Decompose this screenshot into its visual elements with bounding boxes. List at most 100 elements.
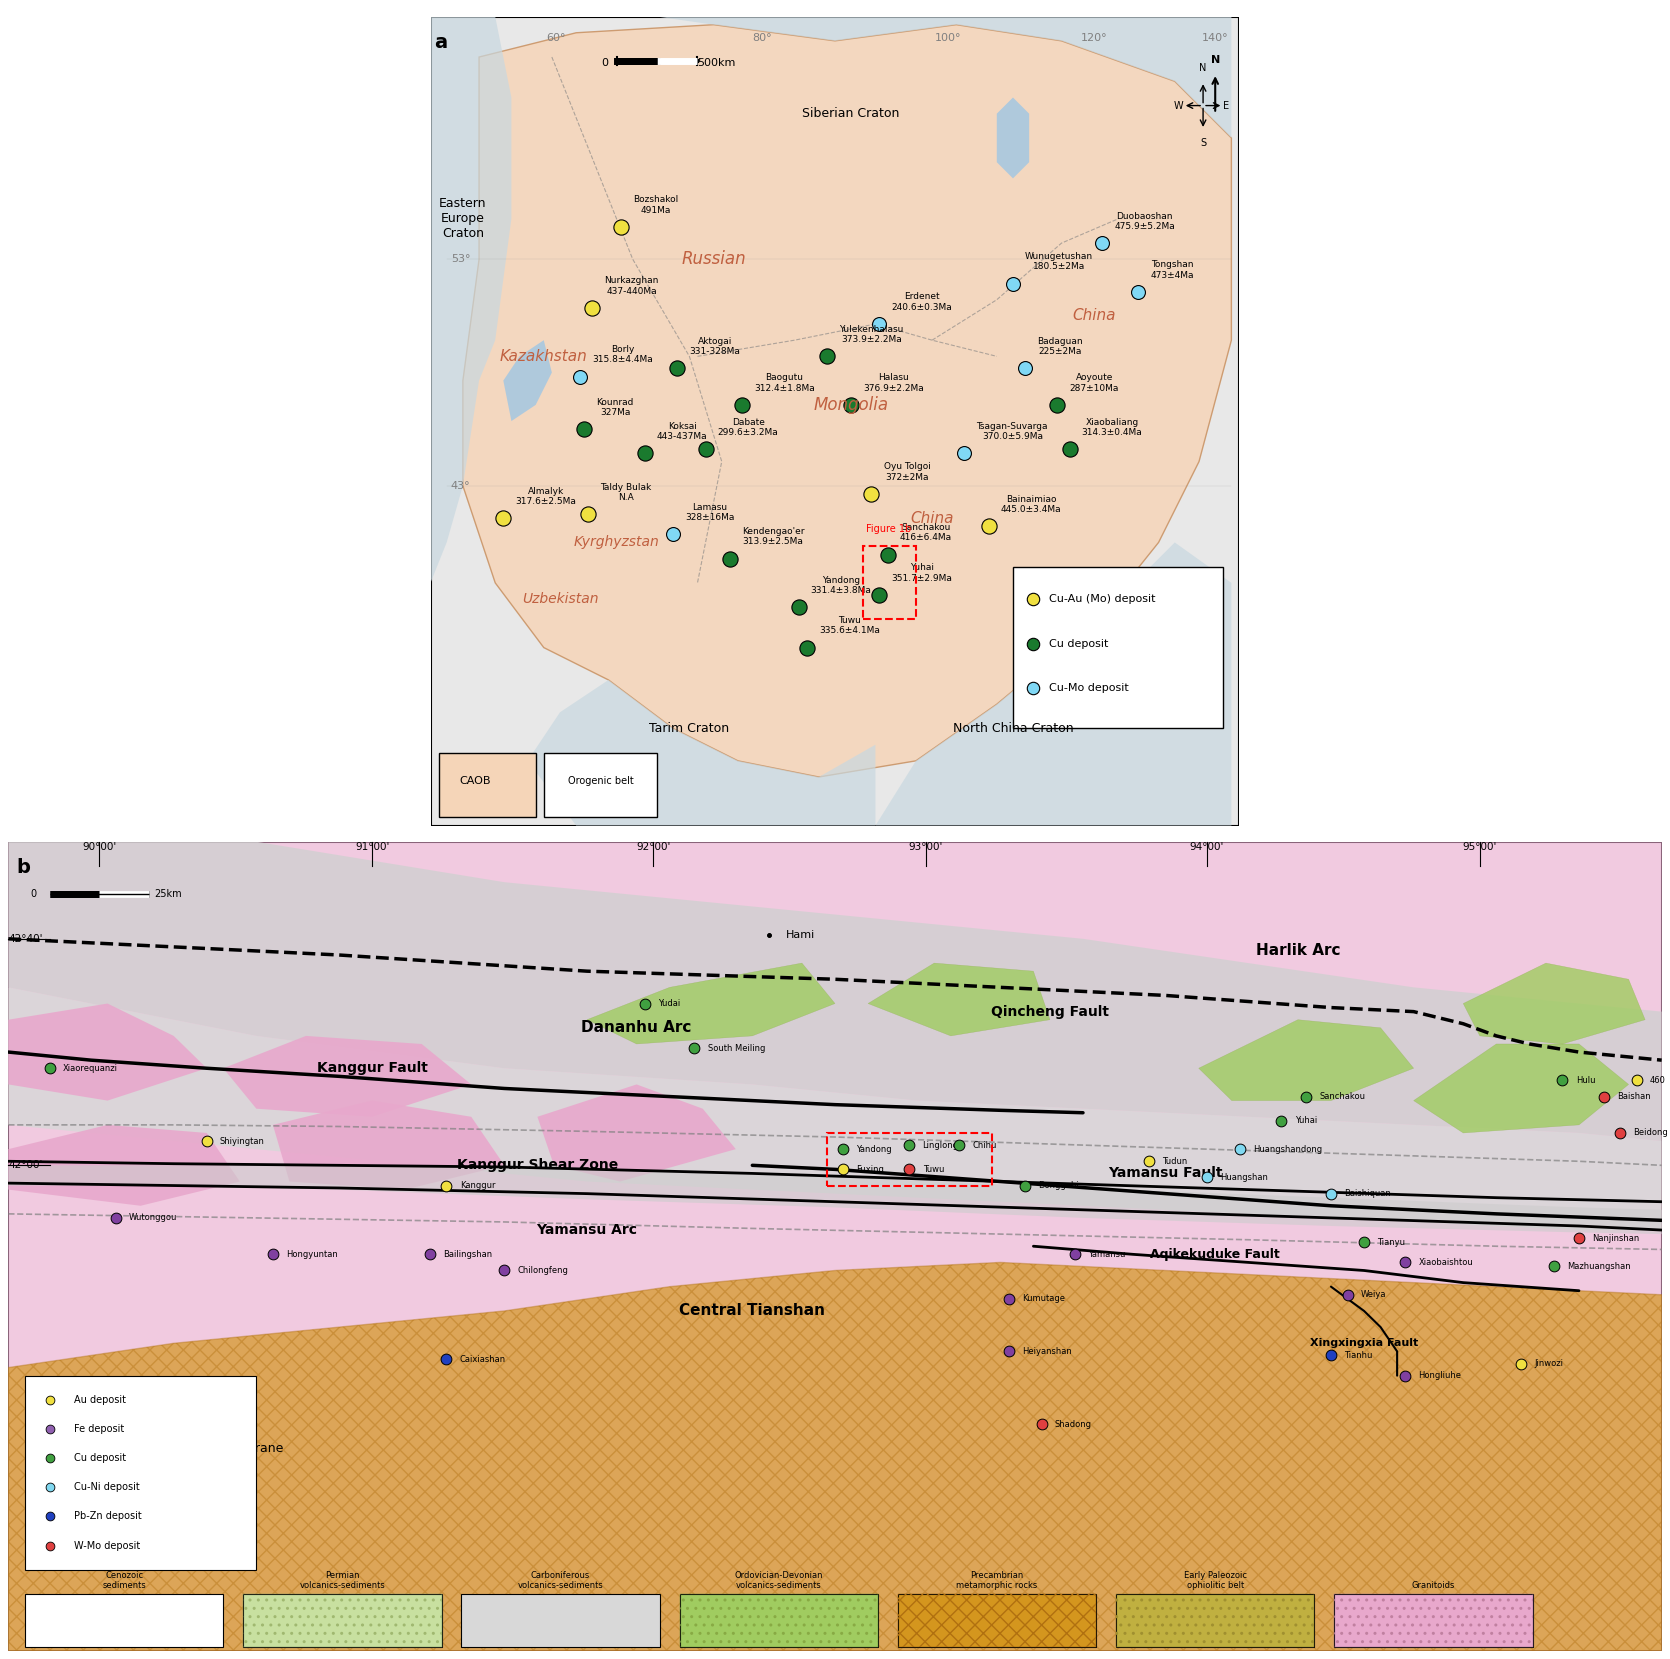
Text: 140°: 140° [1202,33,1229,43]
Text: Tianyu: Tianyu [1378,1238,1404,1246]
Text: Sanchakou
416±6.4Ma: Sanchakou 416±6.4Ma [900,523,952,542]
Text: Taldy Bulak
N.A: Taldy Bulak N.A [601,483,651,503]
Point [873,541,900,567]
Point [975,513,1002,539]
Point [897,1156,924,1183]
Polygon shape [1413,1044,1628,1133]
Text: Cu-Ni deposit: Cu-Ni deposit [75,1481,140,1493]
Point [1590,1083,1617,1110]
Text: Yamansu Arc: Yamansu Arc [536,1223,638,1238]
Text: Baogutu
312.4±1.8Ma: Baogutu 312.4±1.8Ma [755,373,815,393]
Text: Aoyoute
287±10Ma: Aoyoute 287±10Ma [1069,373,1119,393]
Polygon shape [538,1085,736,1181]
Text: Huangshandong: Huangshandong [1252,1145,1323,1153]
Text: Dananhu Arc: Dananhu Arc [581,1020,691,1035]
Text: 43°: 43° [451,481,471,491]
Text: Hulu: Hulu [1576,1077,1595,1085]
Text: Bainaimiao
445.0±3.4Ma: Bainaimiao 445.0±3.4Ma [1000,494,1062,514]
Text: Kanggur Shear Zone: Kanggur Shear Zone [458,1158,618,1173]
Text: Kanggur: Kanggur [459,1181,496,1190]
Text: 90°00': 90°00' [82,841,117,851]
Point [1029,1410,1055,1437]
Point [37,1475,63,1501]
Text: Xiaobaishtou: Xiaobaishtou [1418,1258,1473,1267]
Point [566,363,593,390]
Point [37,1055,63,1082]
Point [1334,1281,1361,1307]
Text: 460: 460 [1650,1077,1667,1085]
Text: Aktogai
331-328Ma: Aktogai 331-328Ma [690,337,740,357]
Text: 91°00': 91°00' [356,841,389,851]
Text: Dabate
299.6±3.2Ma: Dabate 299.6±3.2Ma [718,418,778,438]
Bar [680,1594,878,1647]
Text: Aqikekuduke Fault: Aqikekuduke Fault [1151,1248,1281,1261]
Text: China: China [910,511,954,526]
Text: Xiaorequanzi: Xiaorequanzi [63,1063,119,1073]
Point [1508,1350,1535,1377]
Point [1044,392,1070,418]
Point [995,1339,1022,1365]
Text: Carboniferous
volcanics-sediments: Carboniferous volcanics-sediments [518,1571,603,1589]
Text: Uzbekistan: Uzbekistan [521,592,598,606]
Polygon shape [272,1100,504,1190]
Text: 42°40': 42°40' [8,934,43,944]
Point [489,504,516,531]
Text: Tarim Craton: Tarim Craton [650,722,730,735]
Text: E: E [1224,101,1229,111]
Point [37,1445,63,1472]
Point [1351,1229,1378,1256]
Text: Linglong: Linglong [922,1141,959,1150]
Point [1126,279,1152,305]
Text: Bozshakol
491Ma: Bozshakol 491Ma [633,196,678,214]
Text: Precambrian
metamorphic rocks: Precambrian metamorphic rocks [957,1571,1037,1589]
Text: Cu-Mo deposit: Cu-Mo deposit [1049,684,1129,693]
Text: Wunugetushan
180.5±2Ma: Wunugetushan 180.5±2Ma [1025,252,1094,272]
Polygon shape [463,25,1231,776]
Point [1055,436,1082,463]
Text: Orogenic belt: Orogenic belt [568,776,633,786]
Polygon shape [8,1125,240,1206]
Point [1318,1342,1344,1369]
Text: Cu-Au (Mo) deposit: Cu-Au (Mo) deposit [1049,594,1156,604]
Point [1000,270,1027,297]
Text: Fe deposit: Fe deposit [75,1423,125,1433]
Text: Beidong: Beidong [1633,1128,1668,1138]
Point [830,1136,857,1163]
Point [660,521,686,547]
Text: Cenozoic
sediments: Cenozoic sediments [102,1571,145,1589]
Text: Lamasu
328±16Ma: Lamasu 328±16Ma [685,503,735,523]
Text: North China Craton: North China Craton [952,722,1074,735]
Point [1623,1067,1650,1093]
Bar [898,1594,1096,1647]
Point [37,1533,63,1559]
Text: Yudai: Yudai [658,999,680,1009]
Text: S: S [1201,138,1206,148]
Point [37,1503,63,1530]
Bar [25,1375,257,1569]
Text: 25km: 25km [154,889,182,899]
Text: Baishiquan: Baishiquan [1344,1190,1391,1198]
Text: Pb-Zn deposit: Pb-Zn deposit [75,1511,142,1521]
Point [1089,231,1116,257]
Text: Yamansu Fault: Yamansu Fault [1109,1166,1222,1181]
Text: CAOB: CAOB [459,776,491,786]
Point [1318,1180,1344,1206]
Text: Chihu: Chihu [972,1141,997,1150]
Text: Hami: Hami [785,929,815,939]
Point [1393,1362,1420,1389]
Text: Wutonggou: Wutonggou [129,1213,177,1223]
Point [491,1258,518,1284]
Polygon shape [503,340,551,421]
Bar [1014,567,1224,728]
Text: Borly
315.8±4.4Ma: Borly 315.8±4.4Ma [593,345,653,365]
Text: 94°00': 94°00' [1189,841,1224,851]
Text: Nanjinshan: Nanjinshan [1592,1234,1640,1243]
Text: N: N [1211,55,1219,65]
Point [867,582,893,609]
Text: Xingxingxia Fault: Xingxingxia Fault [1309,1339,1418,1349]
Bar [439,753,536,818]
Text: Jinwozi: Jinwozi [1535,1359,1563,1369]
Point [1268,1108,1294,1135]
Text: Yulekenhalasu
373.9±2.2Ma: Yulekenhalasu 373.9±2.2Ma [838,325,903,343]
Text: Yuhai: Yuhai [1294,1117,1318,1125]
